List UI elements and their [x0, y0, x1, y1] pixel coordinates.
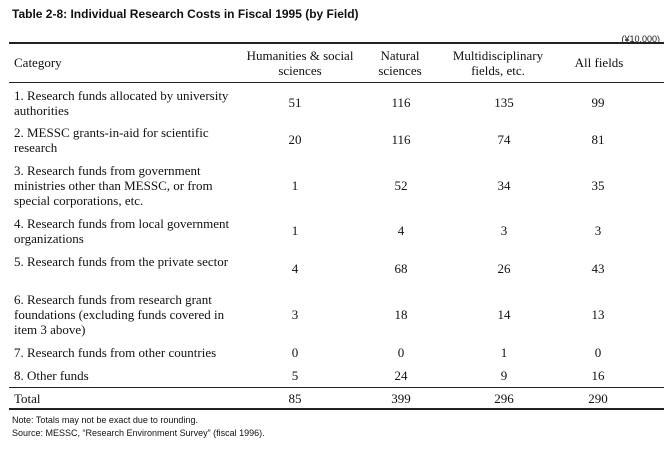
row-category: 5. Research funds from the private secto…: [14, 254, 229, 269]
cell-natural: 52: [394, 178, 408, 193]
row-category: 6. Research funds from research grant fo…: [14, 292, 225, 337]
header-category: Category: [14, 55, 62, 70]
header-multidisciplinary: Multidisciplinary fields, etc.: [452, 48, 544, 78]
cell-multi: 14: [497, 307, 511, 322]
cell-multi: 1: [500, 345, 508, 360]
table-source: Source: MESSC, “Research Environment Sur…: [12, 428, 265, 438]
cell-humanities: 20: [288, 132, 302, 147]
cell-multi: 34: [497, 178, 511, 193]
cell-all: 99: [591, 95, 605, 110]
total-multi: 296: [494, 391, 514, 406]
cell-all: 35: [591, 178, 605, 193]
cell-multi: 3: [500, 223, 508, 238]
total-humanities: 85: [288, 391, 302, 406]
cell-natural: 0: [397, 345, 405, 360]
header-humanities: Humanities & social sciences: [246, 48, 354, 78]
table-title: Table 2-8: Individual Research Costs in …: [12, 7, 359, 21]
cell-all: 81: [591, 132, 605, 147]
cell-multi: 9: [500, 368, 508, 383]
unit-label: (¥10,000): [621, 34, 660, 44]
cell-humanities: 1: [291, 178, 299, 193]
bottom-rule: [9, 408, 664, 410]
cell-humanities: 1: [291, 223, 299, 238]
header-rule: [9, 82, 664, 83]
cell-humanities: 0: [291, 345, 299, 360]
table-note: Note: Totals may not be exact due to rou…: [12, 415, 198, 425]
total-label: Total: [14, 391, 41, 406]
cell-humanities: 5: [291, 368, 299, 383]
row-category: 7. Research funds from other countries: [14, 345, 217, 360]
cell-all: 43: [591, 261, 605, 276]
row-category: 3. Research funds from government minist…: [14, 163, 213, 208]
cell-natural: 4: [397, 223, 405, 238]
row-category: 4. Research funds from local government …: [14, 216, 230, 246]
total-rule: [9, 387, 664, 388]
cell-natural: 24: [394, 368, 408, 383]
cell-natural: 116: [391, 95, 411, 110]
total-all: 290: [588, 391, 608, 406]
cell-all: 3: [594, 223, 602, 238]
header-all-fields: All fields: [574, 55, 624, 70]
cell-multi: 135: [494, 95, 514, 110]
cell-multi: 26: [497, 261, 511, 276]
cell-humanities: 51: [288, 95, 302, 110]
cell-natural: 116: [391, 132, 411, 147]
cell-all: 0: [594, 345, 602, 360]
top-rule: [9, 42, 664, 44]
row-category: 2. MESSC grants-in-aid for scientific re…: [14, 125, 209, 155]
cell-all: 16: [591, 368, 605, 383]
cell-humanities: 3: [291, 307, 299, 322]
cell-multi: 74: [497, 132, 511, 147]
row-category: 1. Research funds allocated by universit…: [14, 88, 229, 118]
cell-natural: 18: [394, 307, 408, 322]
cell-natural: 68: [394, 261, 408, 276]
cell-humanities: 4: [291, 261, 299, 276]
row-category: 8. Other funds: [14, 368, 89, 383]
total-natural: 399: [391, 391, 411, 406]
cell-all: 13: [591, 307, 605, 322]
header-natural-sciences: Natural sciences: [378, 48, 422, 78]
